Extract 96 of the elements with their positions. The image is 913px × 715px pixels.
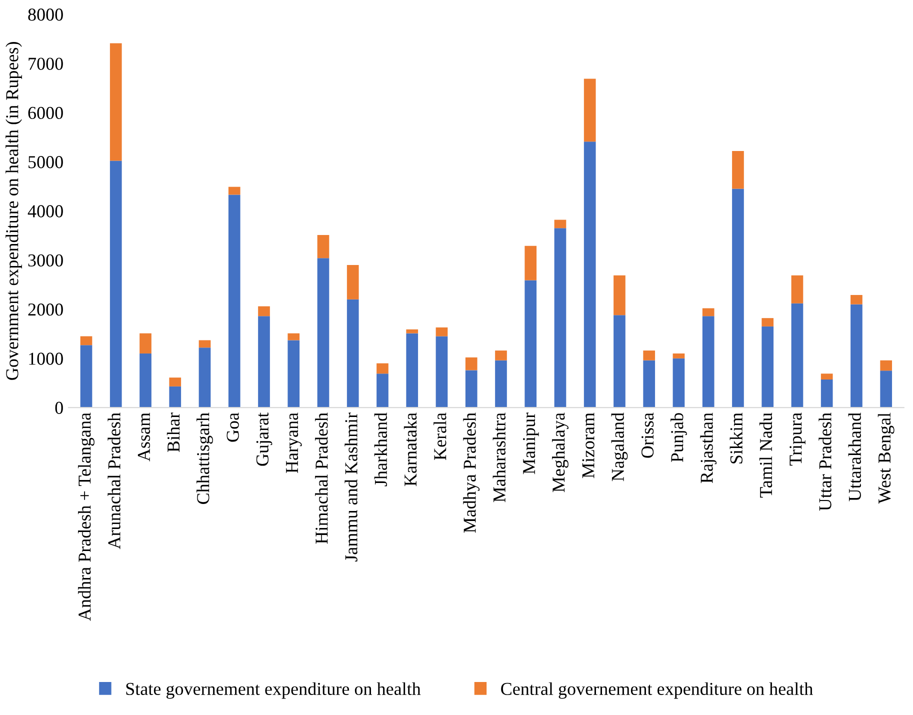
x-tick-label: Kerala — [434, 412, 446, 460]
y-tick-label: 8000 — [28, 8, 63, 21]
x-tick-label: Madhya Pradesh — [463, 412, 480, 533]
bar — [732, 188, 744, 408]
bar — [346, 299, 359, 408]
bar — [465, 357, 478, 370]
bar — [228, 194, 240, 408]
bar — [288, 340, 300, 408]
bar — [850, 304, 862, 408]
bar — [672, 353, 685, 358]
bar — [820, 380, 833, 408]
x-tick-label: Assam — [138, 412, 150, 462]
x-tick-label: Tamil Nadu — [759, 412, 772, 498]
x-tick-label: Arunachal Pradesh — [108, 412, 120, 550]
bar — [140, 333, 152, 354]
x-tick-label: Punjab — [670, 413, 687, 462]
bar — [791, 303, 804, 408]
x-tick-label: Maharashtra — [492, 412, 506, 502]
bar — [702, 316, 714, 408]
legend-label: State governement expenditure on health — [126, 682, 421, 699]
x-tick-label: Orissa — [641, 412, 654, 458]
bar — [762, 318, 774, 326]
bar — [436, 336, 448, 408]
x-tick-label: Uttar Pradesh — [818, 412, 832, 511]
legend-label: Central governement expenditure on health — [501, 682, 813, 699]
bar — [554, 220, 566, 228]
x-tick-label: Karnataka — [404, 412, 417, 486]
bar — [140, 353, 152, 408]
bar — [584, 142, 596, 408]
bar — [110, 43, 122, 161]
x-tick-label: Bihar — [166, 412, 180, 452]
bar — [850, 294, 862, 304]
x-tick-label: Nagaland — [611, 412, 628, 482]
bar — [317, 235, 330, 258]
x-tick-label: Uttarakhand — [848, 412, 861, 502]
x-tick-label: Manipur — [522, 412, 539, 474]
bar — [169, 378, 182, 386]
bar — [732, 150, 744, 189]
x-tick-label: Chhattisgarh — [196, 412, 213, 504]
x-tick-label: Sikkim — [730, 412, 742, 464]
bar — [198, 348, 211, 408]
bar — [346, 264, 359, 300]
bar — [406, 329, 418, 334]
bar — [258, 316, 270, 408]
y-tick-label: 5000 — [28, 156, 63, 168]
y-tick-label: 6000 — [28, 106, 63, 120]
y-tick-label: 3000 — [28, 254, 63, 267]
bar — [465, 370, 478, 408]
x-tick-label: Haryana — [286, 412, 302, 474]
x-tick-label: Rajasthan — [700, 412, 717, 484]
x-tick-label: Gujarat — [256, 412, 272, 466]
x-tick-label: Jammu and Kashmir — [344, 412, 358, 562]
x-tick-label: Meghalaya — [552, 412, 568, 492]
bar — [820, 374, 833, 380]
bar — [791, 275, 804, 304]
x-tick-label: Tripura — [790, 412, 806, 466]
bar — [614, 275, 626, 316]
bar — [495, 360, 507, 408]
bar — [524, 246, 537, 280]
bar — [258, 306, 270, 316]
bar — [643, 350, 656, 360]
bar — [495, 350, 507, 360]
bar — [198, 340, 211, 348]
bar — [169, 386, 182, 408]
bar — [80, 345, 92, 408]
y-tick-label: 2000 — [28, 303, 63, 316]
bar — [880, 370, 892, 408]
bar — [288, 333, 300, 340]
bar — [880, 360, 892, 371]
bar — [524, 280, 537, 408]
x-tick-label: Jharkhand — [374, 412, 388, 486]
y-tick-label: 7000 — [28, 58, 63, 70]
x-tick-label: West Bengal — [878, 412, 894, 504]
y-tick-label: 4000 — [28, 205, 63, 218]
bar — [406, 333, 418, 408]
bar — [554, 228, 566, 408]
bar — [80, 336, 92, 346]
bar — [702, 308, 714, 316]
bar — [376, 374, 388, 408]
y-axis-title: Government expenditure on health (in Rupees) — [6, 42, 22, 380]
bar — [762, 326, 774, 408]
bar — [110, 160, 122, 408]
x-tick-label: Mizoram — [582, 412, 594, 478]
bar — [584, 78, 596, 142]
bar — [643, 360, 656, 408]
bar — [672, 358, 685, 408]
bar — [436, 327, 448, 336]
y-tick-label: 1000 — [29, 352, 63, 365]
bar — [614, 315, 626, 408]
bar — [376, 363, 388, 374]
x-tick-label: Himachal Pradesh — [315, 412, 328, 544]
bar — [228, 186, 240, 195]
y-tick-label: 0 — [55, 402, 63, 414]
bar — [317, 258, 330, 408]
x-tick-label: Andhra Pradesh + Telangana — [78, 412, 94, 621]
x-tick-label: Goa — [226, 412, 239, 442]
